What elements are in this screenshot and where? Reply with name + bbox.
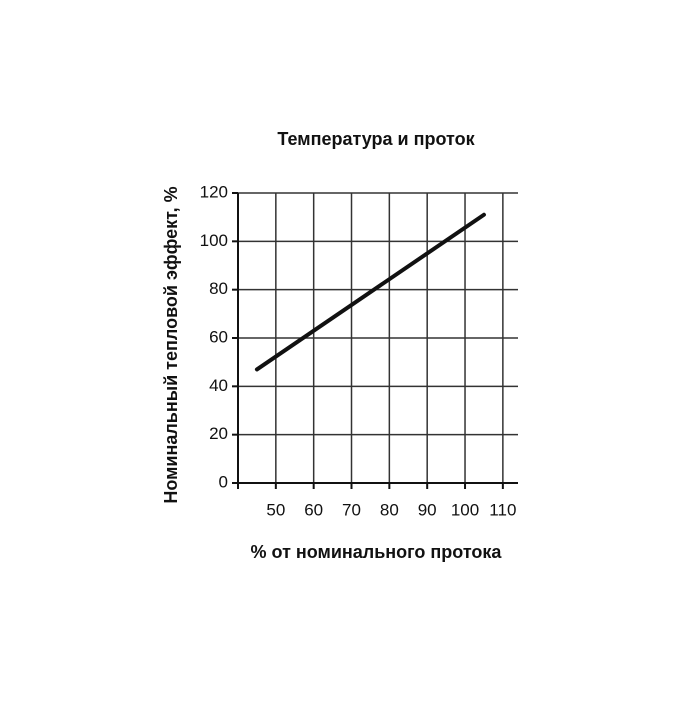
y-axis-label: Номинальный тепловой эффект, % [161, 186, 181, 503]
x-tick-label: 90 [418, 500, 437, 519]
x-axis-label: % от номинального протока [251, 542, 503, 562]
y-tick-label: 0 [219, 472, 228, 491]
x-tick-label: 70 [342, 500, 361, 519]
x-tick-label: 60 [304, 500, 323, 519]
chart-title: Температура и проток [277, 129, 475, 149]
x-tick-label: 50 [266, 500, 285, 519]
x-tick-label: 110 [489, 500, 516, 519]
y-tick-label: 100 [200, 231, 228, 250]
y-tick-label: 20 [209, 424, 228, 443]
y-tick-label: 120 [200, 182, 228, 201]
y-tick-label: 40 [209, 376, 228, 395]
y-tick-label: 80 [209, 279, 228, 298]
data-line [254, 212, 486, 372]
y-tick-label: 60 [209, 327, 228, 346]
x-tick-label: 80 [380, 500, 399, 519]
x-tick-label: 100 [451, 500, 479, 519]
